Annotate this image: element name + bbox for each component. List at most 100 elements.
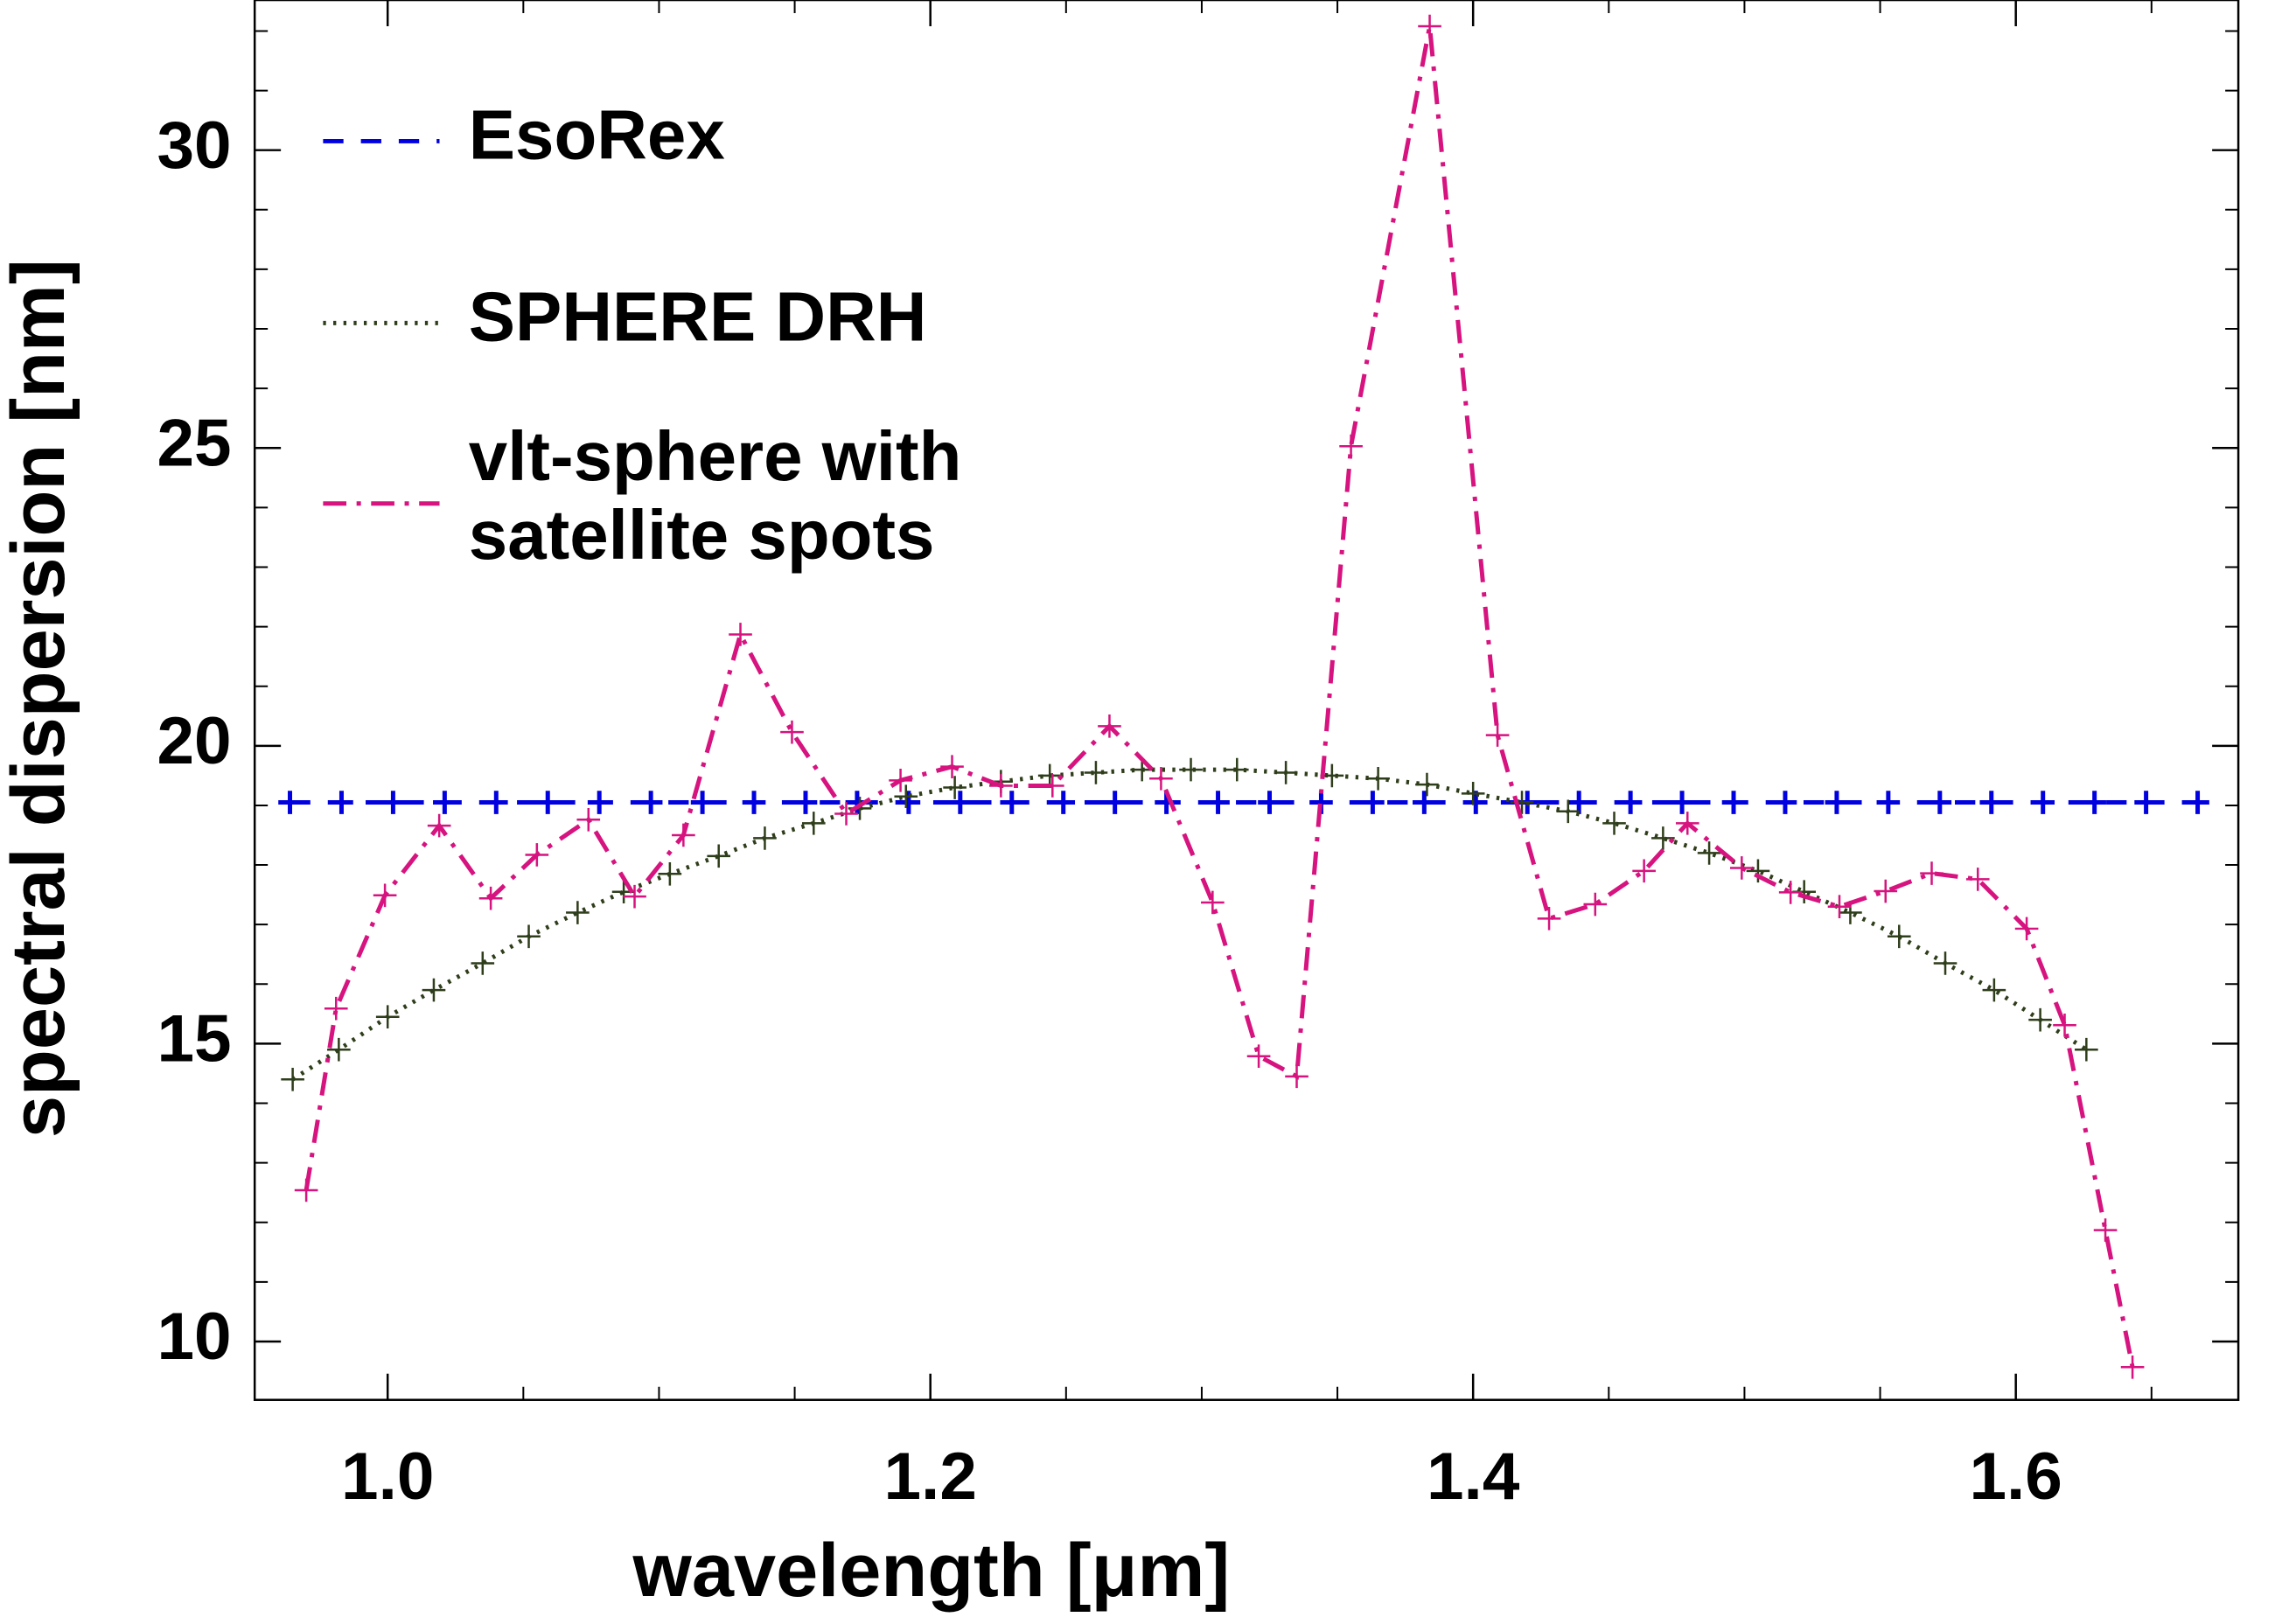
point-marker <box>1583 892 1608 917</box>
point-marker <box>1537 907 1561 930</box>
point-marker <box>478 886 503 910</box>
point-marker <box>793 791 818 814</box>
point-marker <box>897 791 921 814</box>
point-marker <box>1246 1044 1271 1069</box>
point-marker <box>327 1037 351 1062</box>
point-marker <box>2014 917 2039 941</box>
point-marker <box>780 720 804 744</box>
point-marker <box>834 802 858 826</box>
x-tick-label: 1.0 <box>341 1439 434 1514</box>
point-marker <box>1827 895 1852 919</box>
point-marker <box>566 901 590 924</box>
x-axis-title: wavelength [μm] <box>632 1529 1231 1613</box>
point-marker <box>1206 791 1230 814</box>
x-tick-label: 1.6 <box>1969 1439 2062 1514</box>
point-marker <box>294 1178 318 1202</box>
point-marker <box>422 978 446 1002</box>
legend-label: EsoRex <box>468 97 725 175</box>
point-marker <box>471 951 495 975</box>
point-marker <box>1721 791 1746 814</box>
legend-label: vlt-sphere with satellite spots <box>468 419 962 575</box>
point-marker <box>1825 791 1849 814</box>
point-marker <box>943 776 967 799</box>
point-marker <box>1037 763 1062 788</box>
point-marker <box>948 791 973 814</box>
point-marker <box>517 924 541 949</box>
point-marker <box>894 784 918 809</box>
point-marker <box>1746 859 1770 883</box>
point-marker <box>2186 791 2209 814</box>
point-marker <box>742 791 766 814</box>
point-marker <box>1920 861 1944 885</box>
point-marker <box>940 755 964 778</box>
point-marker <box>801 812 826 835</box>
point-marker <box>1285 1064 1308 1089</box>
point-marker <box>1413 791 1436 814</box>
y-tick-label: 15 <box>157 1002 231 1077</box>
point-marker <box>1979 791 2004 814</box>
point-marker <box>1225 757 1249 782</box>
series-line <box>304 25 2135 1368</box>
point-marker <box>2053 1013 2076 1037</box>
point-marker <box>1201 890 1225 915</box>
point-marker <box>889 769 912 792</box>
point-marker <box>989 774 1013 798</box>
point-marker <box>1366 766 1390 791</box>
point-marker <box>1632 859 1656 883</box>
point-marker <box>753 826 777 850</box>
point-marker <box>1274 761 1298 784</box>
plot-frame <box>253 0 2240 1401</box>
point-marker <box>672 823 695 847</box>
point-marker <box>2075 1037 2098 1062</box>
point-marker <box>433 791 457 814</box>
y-tick-label: 25 <box>157 406 231 480</box>
point-marker <box>1651 826 1675 850</box>
point-marker <box>1933 951 1957 975</box>
legend-label: SPHERE DRH <box>468 279 927 357</box>
point-marker <box>1567 791 1591 814</box>
point-marker <box>1339 434 1363 458</box>
point-marker <box>1965 868 1990 891</box>
point-marker <box>1000 791 1024 814</box>
point-marker <box>281 1067 304 1091</box>
point-marker <box>1778 881 1803 904</box>
point-marker <box>1149 766 1173 791</box>
point-marker <box>1098 714 1121 738</box>
point-marker <box>1675 812 1699 835</box>
point-marker <box>324 996 348 1021</box>
point-marker <box>1602 812 1626 835</box>
point-marker <box>1556 799 1581 824</box>
point-marker <box>2134 791 2158 814</box>
point-marker <box>1670 791 1694 814</box>
point-marker <box>623 884 646 909</box>
point-marker <box>525 843 549 867</box>
point-marker <box>1415 772 1439 797</box>
point-marker <box>658 861 682 886</box>
point-marker <box>707 844 731 868</box>
point-marker <box>1887 924 1911 949</box>
point-marker <box>1258 791 1281 814</box>
point-marker <box>278 791 302 814</box>
point-marker <box>1179 757 1203 782</box>
point-marker <box>1418 14 1441 38</box>
y-tick-label: 20 <box>157 704 231 778</box>
point-marker <box>1697 841 1721 865</box>
point-marker <box>1928 791 1952 814</box>
point-marker <box>1510 791 1534 814</box>
point-marker <box>1618 791 1643 814</box>
x-tick-label: 1.4 <box>1427 1439 1520 1514</box>
point-marker <box>1103 791 1127 814</box>
point-marker <box>1730 856 1754 880</box>
point-marker <box>690 791 715 814</box>
point-marker <box>1982 978 2006 1002</box>
point-marker <box>2120 1355 2145 1379</box>
point-marker <box>427 813 451 838</box>
x-tick-label: 1.2 <box>884 1439 977 1514</box>
point-marker <box>576 807 601 832</box>
point-marker <box>639 791 663 814</box>
point-marker <box>2093 1218 2118 1242</box>
point-marker <box>1084 761 1108 784</box>
legend-entry: EsoRex <box>468 97 725 175</box>
point-marker <box>2083 791 2106 814</box>
